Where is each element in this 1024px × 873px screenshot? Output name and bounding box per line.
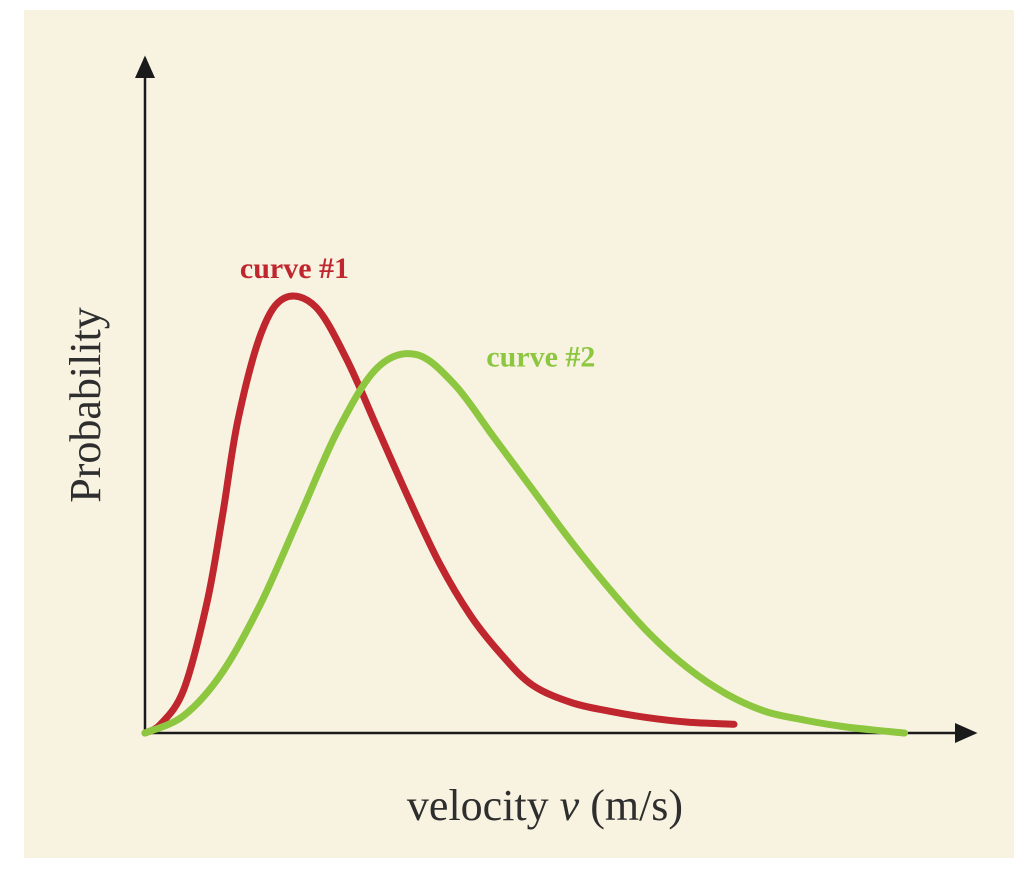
- series-label-curve-1: curve #1: [240, 252, 349, 285]
- series-line-curve-2: [141, 350, 908, 737]
- series-label-curve-2: curve #2: [486, 341, 595, 374]
- series-layer: curve #1 curve #2: [141, 252, 908, 737]
- x-axis-label-unit: (m/s): [579, 781, 683, 830]
- chart-background: [24, 10, 1014, 858]
- x-axis-label-text: velocity: [407, 781, 560, 830]
- series-line-curve-1: [141, 292, 738, 737]
- x-axis-label: velocity v (m/s): [407, 781, 683, 830]
- x-axis-label-symbol: v: [560, 781, 580, 830]
- y-axis-label: Probability: [61, 307, 110, 503]
